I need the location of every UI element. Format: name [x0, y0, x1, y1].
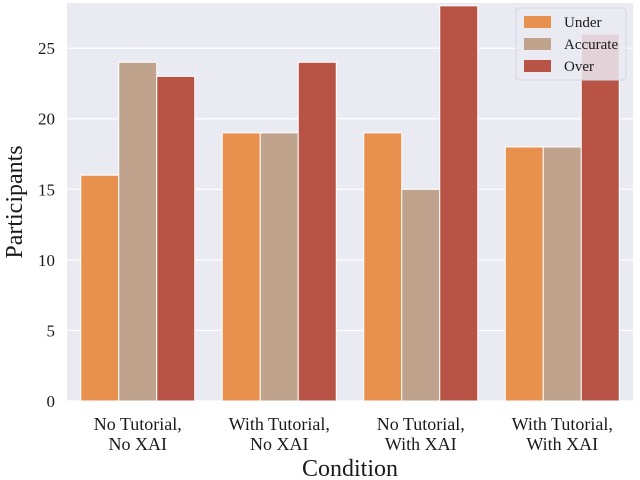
y-tick-label: 5 [47, 321, 56, 340]
x-tick-label: With Tutorial, No XAI [229, 414, 330, 454]
bar-under-2 [221, 132, 261, 402]
y-axis-label: Participants [2, 145, 28, 258]
legend-label-over: Over [564, 59, 594, 75]
bar-under-1 [80, 174, 120, 402]
bars [80, 5, 620, 402]
bar-over-3 [439, 5, 479, 402]
legend-label-accurate: Accurate [564, 37, 618, 53]
y-tick-label: 25 [38, 39, 55, 58]
y-tick-label: 15 [38, 180, 55, 199]
legend-swatch-under [524, 16, 551, 28]
y-tick-label: 20 [38, 110, 55, 129]
x-axis-ticks: No Tutorial, No XAI With Tutorial, No XAI No… [94, 414, 613, 454]
bar-accurate-4 [542, 146, 582, 402]
legend: Under Accurate Over [515, 7, 627, 81]
bar-under-4 [504, 146, 544, 402]
bar-over-4 [580, 33, 620, 402]
x-tick-label: No Tutorial, No XAI [94, 414, 182, 454]
y-axis-ticks: 0 5 10 15 20 25 [38, 39, 55, 411]
bar-accurate-3 [401, 188, 441, 402]
x-tick-label: With Tutorial, With XAI [512, 414, 613, 454]
x-axis-label: Condition [302, 456, 398, 480]
bar-over-2 [297, 61, 337, 402]
bar-over-1 [156, 75, 196, 402]
bar-accurate-2 [259, 132, 299, 402]
y-tick-label: 10 [38, 251, 55, 270]
bar-accurate-1 [118, 61, 158, 402]
bar-under-3 [363, 132, 403, 402]
x-tick-label: No Tutorial, With XAI [377, 414, 465, 454]
y-tick-label: 0 [47, 392, 56, 411]
legend-label-under: Under [564, 15, 602, 31]
legend-swatch-accurate [524, 38, 551, 50]
legend-swatch-over [524, 60, 551, 72]
